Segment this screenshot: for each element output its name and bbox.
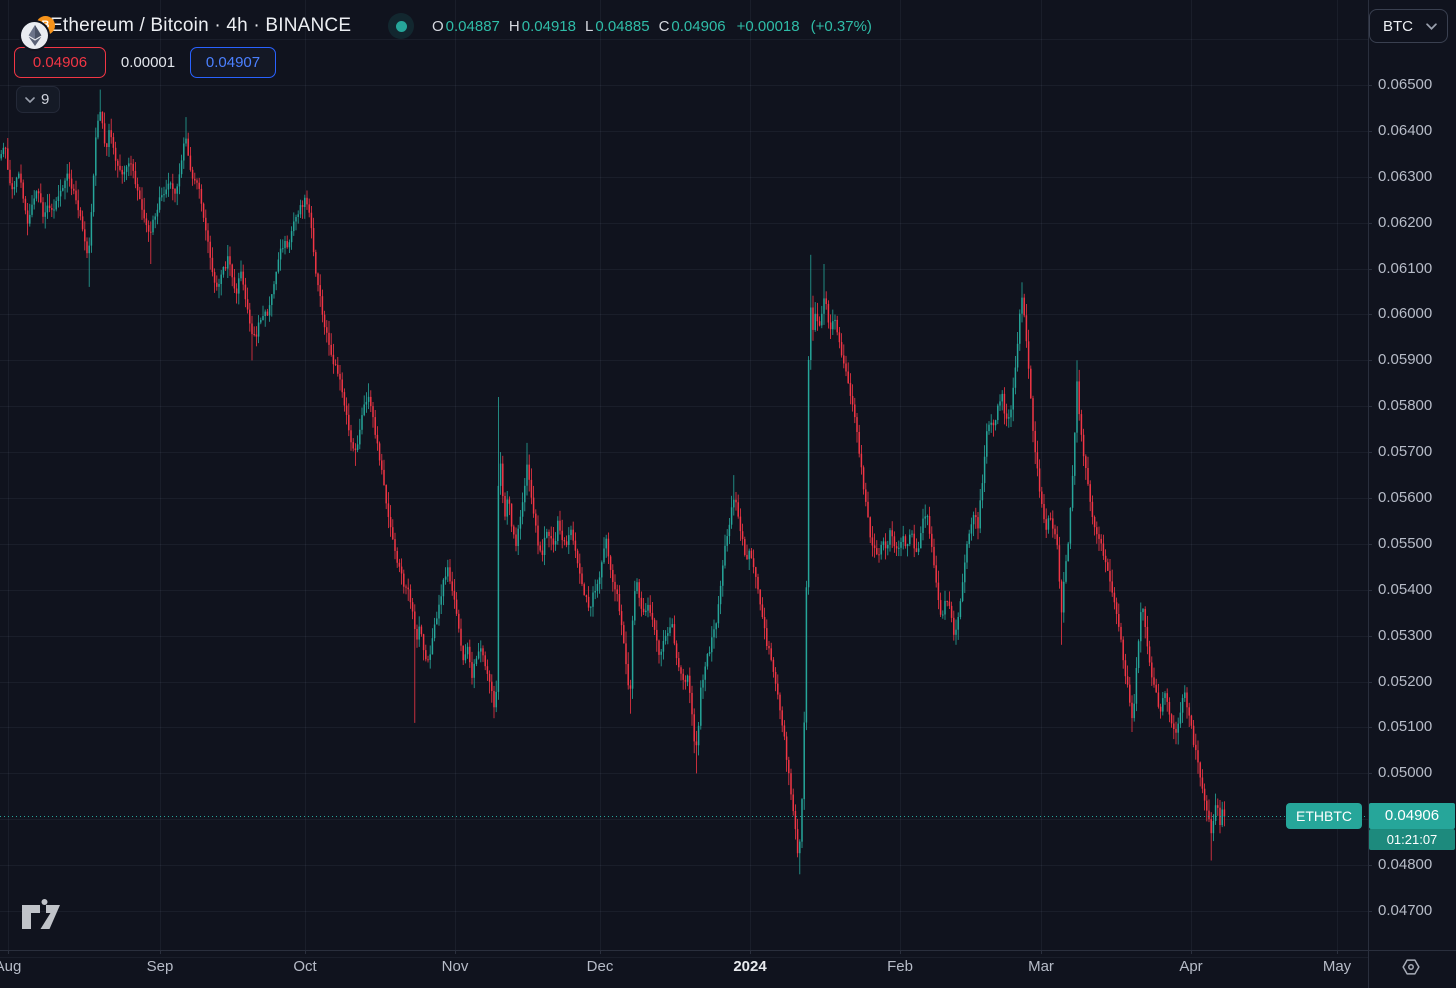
price-axis-label: 0.05900 (1378, 351, 1433, 369)
change-value: +0.00018 (736, 18, 800, 35)
bar-countdown-label: 01:21:07 (1369, 829, 1455, 850)
symbol-pair-icon[interactable]: B (10, 9, 55, 49)
time-axis-label: Oct (293, 958, 317, 975)
price-axis-label: 0.06500 (1378, 76, 1433, 93)
price-axis-label: 0.05500 (1378, 534, 1433, 552)
indicators-count: 9 (41, 91, 50, 108)
ask-price-button[interactable]: 0.04907 (190, 47, 276, 78)
price-axis-label: 0.06100 (1378, 259, 1433, 277)
time-axis-label: 2024 (733, 958, 767, 975)
market-status-indicator[interactable] (388, 13, 414, 39)
price-axis-label: 0.06400 (1378, 121, 1433, 139)
last-price-axis-label: 0.04906 (1369, 803, 1455, 829)
tradingview-logo-icon[interactable] (20, 896, 64, 936)
price-axis-label: 0.04700 (1378, 902, 1433, 919)
price-axis-label: 0.05800 (1378, 397, 1433, 415)
time-axis-settings-button[interactable] (1398, 954, 1424, 980)
low-value: 0.04885 (595, 18, 650, 35)
price-axis-label: 0.06300 (1378, 167, 1433, 185)
hexagon-settings-icon (1402, 959, 1420, 975)
price-axis-label: 0.05100 (1378, 718, 1433, 736)
chevron-down-icon (25, 96, 35, 103)
bid-price-button[interactable]: 0.04906 (14, 47, 106, 78)
change-percent: (+0.37%) (810, 18, 872, 35)
time-axis-label: Sep (146, 958, 174, 975)
high-value: 0.04918 (521, 18, 576, 35)
ohlc-readout: O 0.04887 H 0.04918 L 0.04885 C 0.04906 +0.0… (432, 18, 872, 35)
price-axis[interactable]: 0.06500 0.06400 0.06300 0.06200 0.06100 0.060… (1368, 0, 1456, 950)
price-axis-label: 0.04800 (1378, 856, 1433, 874)
last-price-symbol-tag: ETHBTC (1286, 803, 1362, 829)
time-axis[interactable]: Aug Sep Oct Nov Dec 2024 Feb Mar Apr May (0, 950, 1456, 988)
time-axis-label: Mar (1028, 958, 1054, 975)
symbol-title[interactable]: Ethereum / Bitcoin · 4h · BINANCE (50, 15, 352, 36)
close-label: C (658, 18, 670, 35)
price-axis-label: 0.05300 (1378, 626, 1433, 644)
price-axis-label: 0.05700 (1378, 443, 1433, 461)
price-axis-label: 0.05200 (1378, 672, 1433, 690)
price-axis-label: 0.06000 (1378, 305, 1433, 323)
time-axis-label: Nov (441, 958, 469, 975)
currency-label: BTC (1383, 17, 1413, 35)
time-axis-label: May (1322, 958, 1352, 975)
price-axis-label: 0.06200 (1378, 213, 1433, 231)
close-value: 0.04906 (671, 18, 726, 35)
low-label: L (584, 18, 594, 35)
market-open-dot-icon (395, 20, 407, 32)
open-label: O (432, 18, 444, 35)
high-label: H (508, 18, 520, 35)
price-axis-label: 0.05000 (1378, 764, 1433, 782)
time-axis-label: Aug (0, 958, 22, 975)
chevron-down-icon (1426, 22, 1437, 30)
time-axis-label: Dec (586, 958, 614, 975)
price-axis-label: 0.05400 (1378, 580, 1433, 598)
price-axis-label: 0.05600 (1378, 489, 1433, 506)
time-axis-label: Feb (887, 958, 913, 975)
time-axis-label: Apr (1179, 958, 1203, 975)
indicators-collapsed-button[interactable]: 9 (16, 86, 61, 113)
currency-dropdown-button[interactable]: BTC (1369, 9, 1448, 43)
spread-value: 0.00001 (120, 54, 176, 71)
ethereum-icon (21, 22, 48, 49)
open-value: 0.04887 (445, 18, 500, 35)
